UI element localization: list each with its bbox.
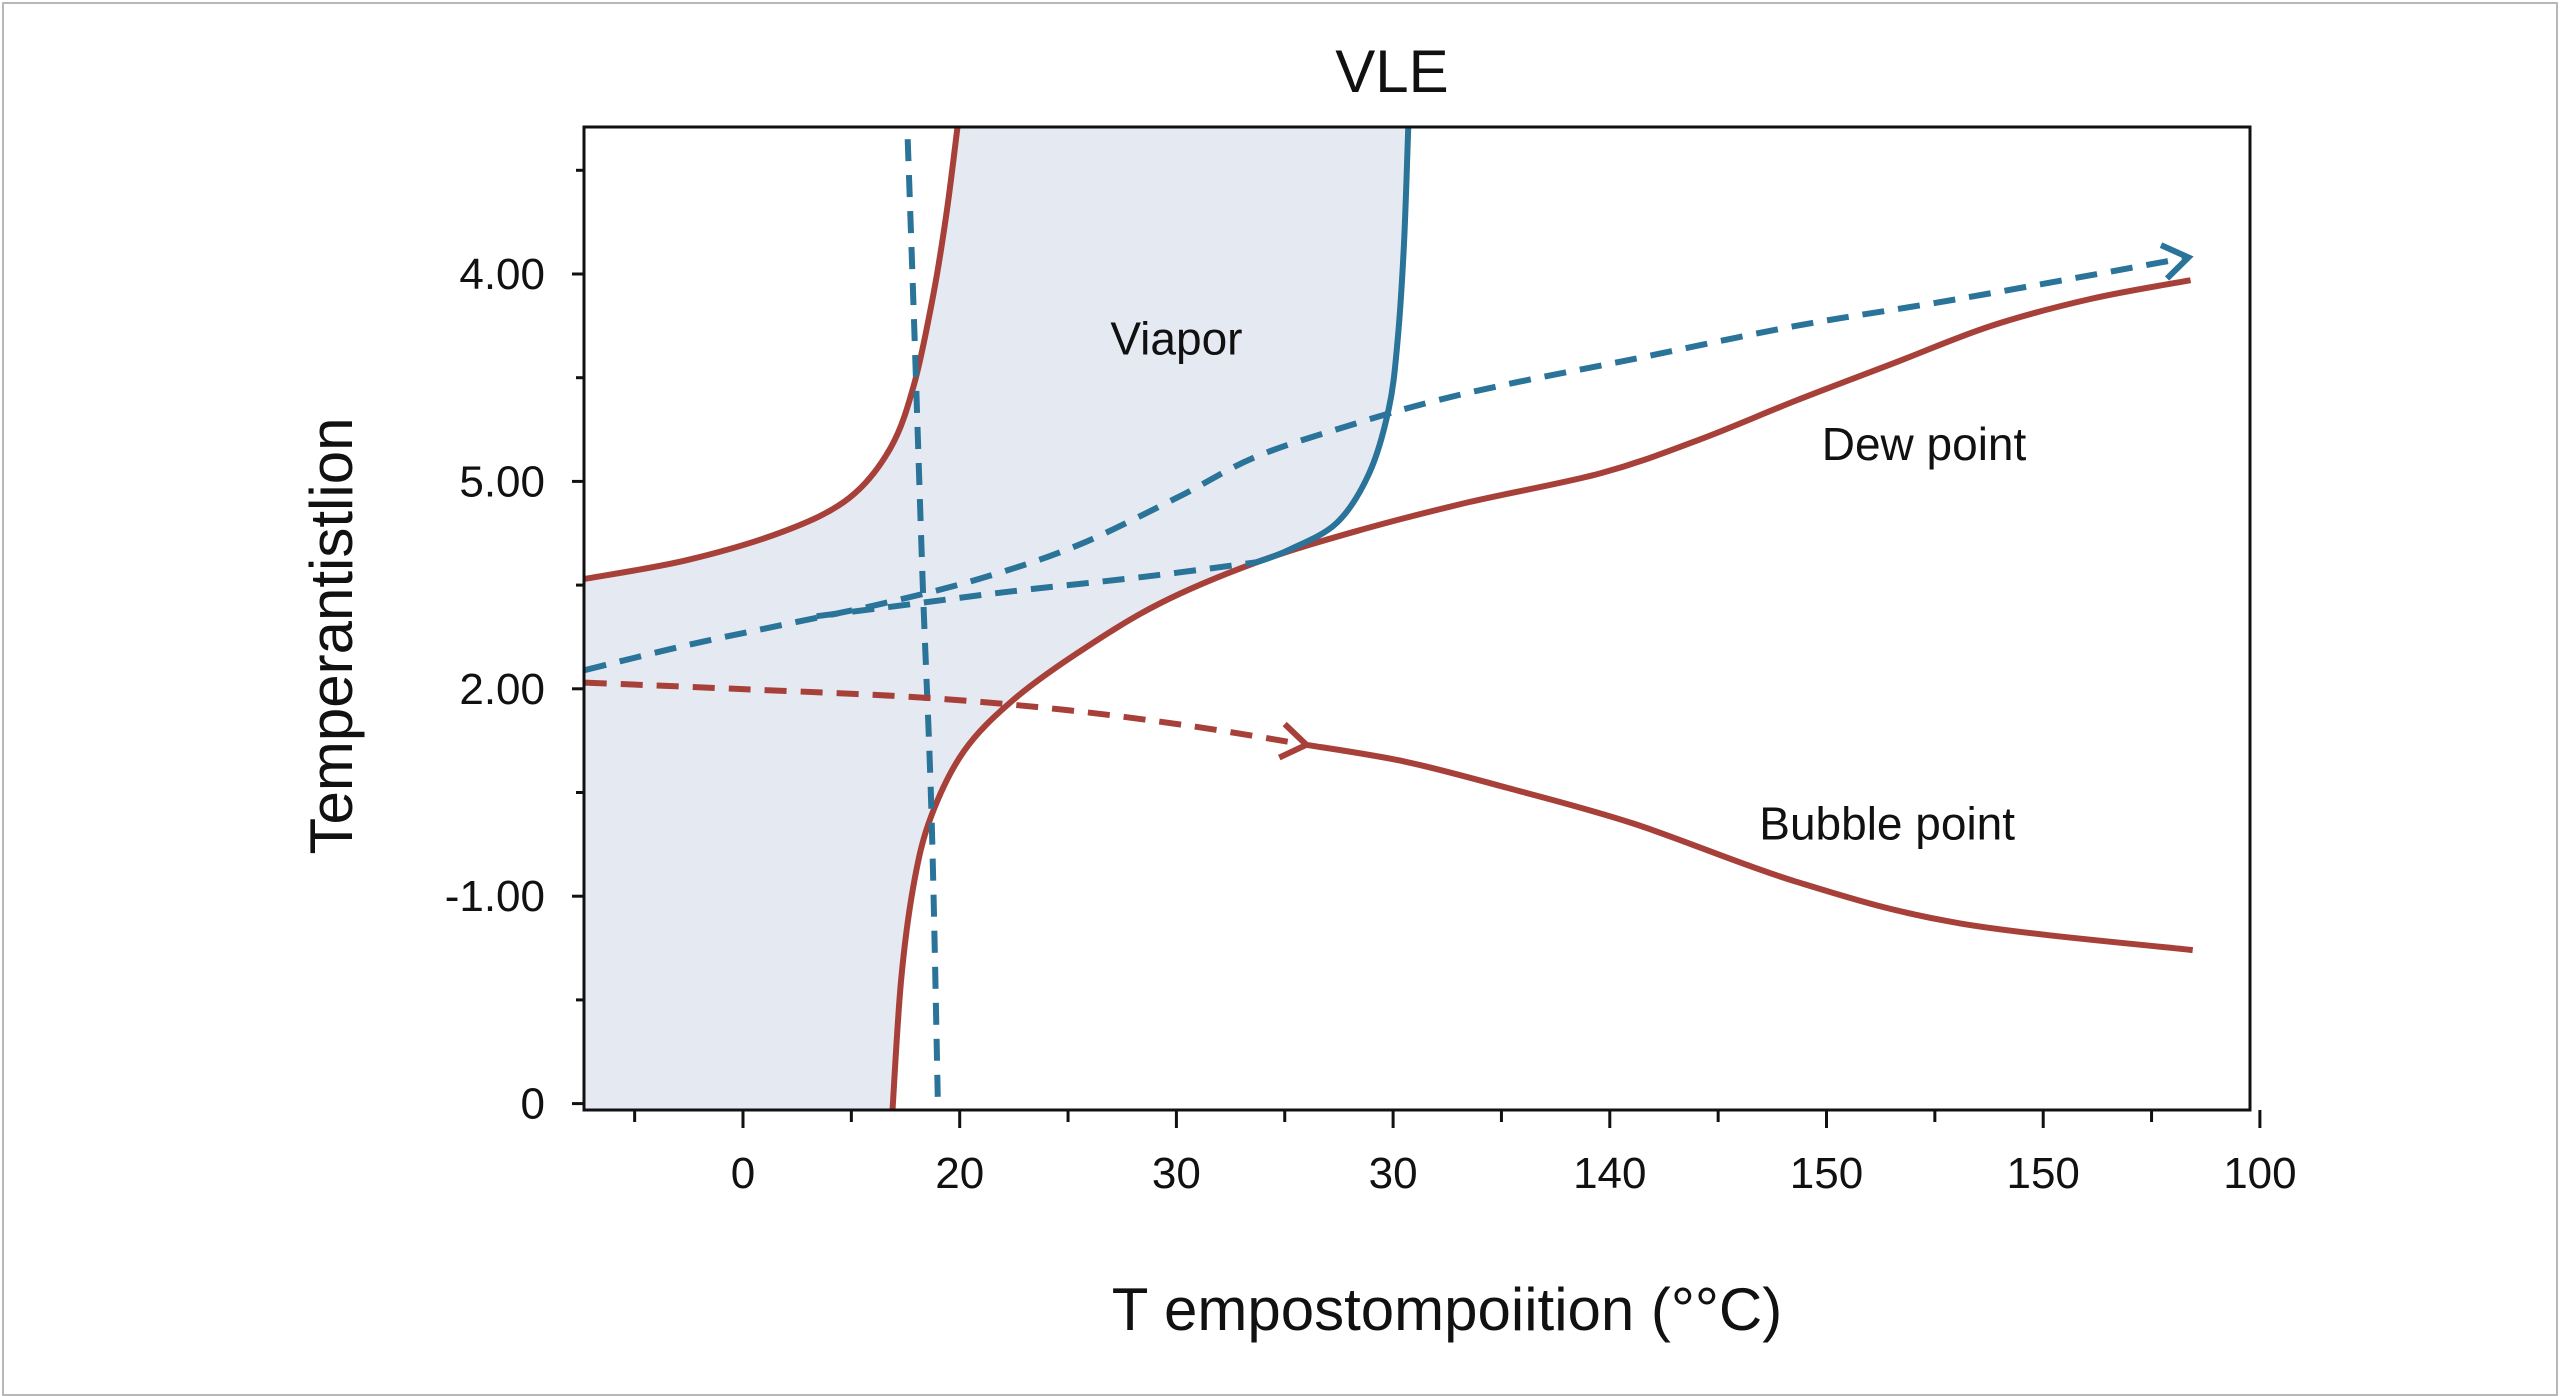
x-tick-label: 30 <box>1369 1149 1418 1198</box>
plot-area-frame <box>582 125 2252 1112</box>
x-tick-label: 20 <box>935 1149 984 1198</box>
y-tick-label: -1.00 <box>445 872 545 921</box>
series-blue-solid <box>1255 126 1412 566</box>
chart-title: VLE <box>1335 38 1448 105</box>
y-tick-label: 5.00 <box>459 457 545 506</box>
x-tick-label: 100 <box>2223 1149 2296 1198</box>
y-tick-label: 0 <box>521 1080 545 1129</box>
x-tick-label: 140 <box>1573 1149 1646 1198</box>
x-tick-label: 150 <box>1790 1149 1863 1198</box>
annotation-vapor: Viapor <box>1110 312 1242 364</box>
y-axis-label: Temperantistlion <box>298 418 365 855</box>
x-tick-label: 0 <box>731 1149 755 1198</box>
series-red-dew-curve <box>889 277 2192 1111</box>
annotation-bubble-point: Bubble point <box>1759 798 2015 850</box>
series-blue-dashed-vertical <box>904 139 942 1110</box>
series-blue-dashed-lower <box>816 559 1257 620</box>
y-tick-label: 2.00 <box>459 665 545 714</box>
two-phase-region <box>584 126 1409 1110</box>
series-red-upper-left <box>584 126 961 582</box>
y-tick-label: 4.00 <box>459 250 545 299</box>
x-tick-label: 30 <box>1152 1149 1201 1198</box>
series-red-dashed <box>584 679 1307 748</box>
x-tick-label: 150 <box>2006 1149 2079 1198</box>
annotation-dew-point: Dew point <box>1822 418 2027 470</box>
arrowhead-blue-dashed-upper <box>2159 242 2194 281</box>
x-axis-label: T empostompoiition (°°C) <box>1112 1276 1782 1343</box>
series-red-bubble-curve <box>1305 741 2194 954</box>
